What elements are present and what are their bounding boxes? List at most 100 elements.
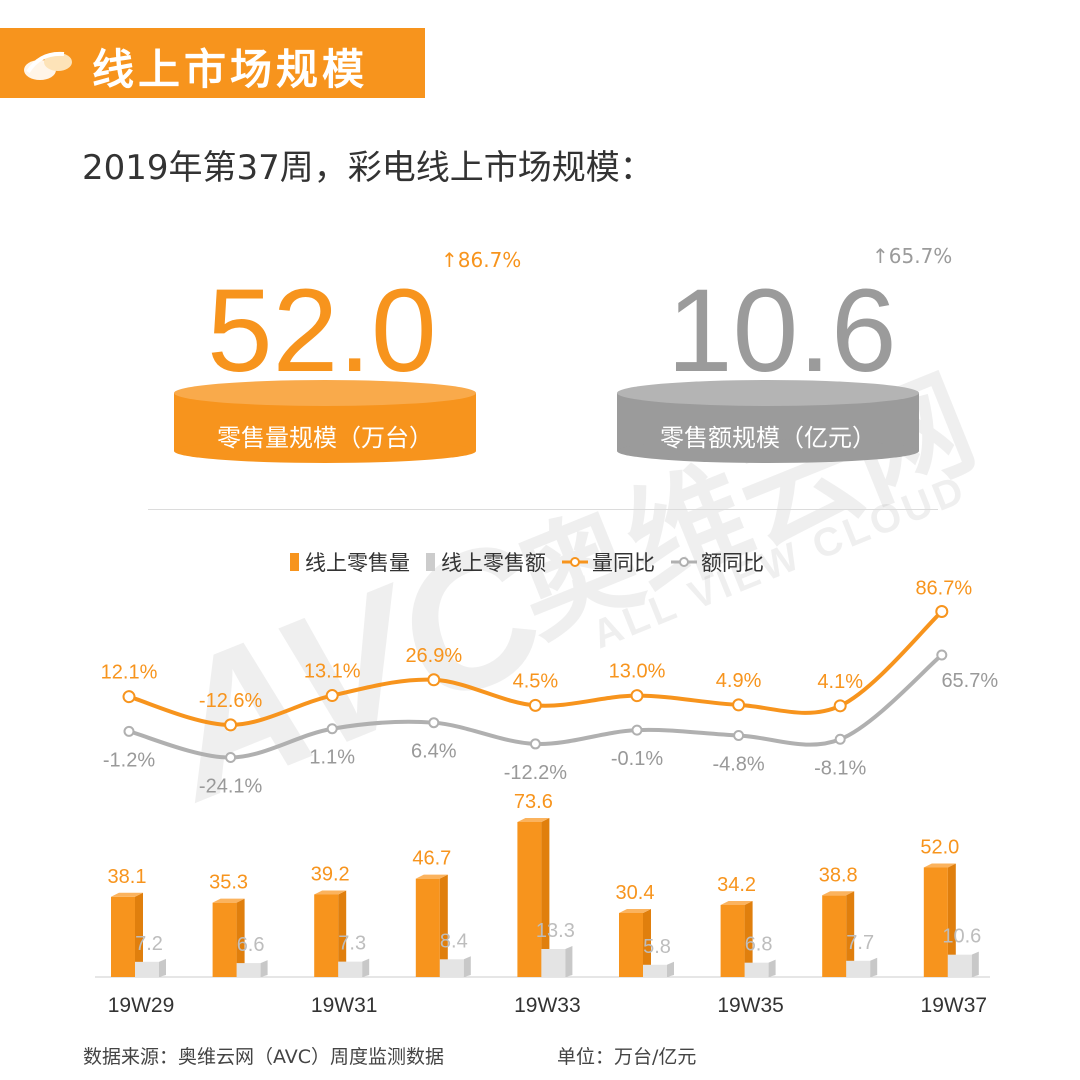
kpi-amount-cylinder bbox=[617, 380, 919, 463]
bar-volume-top bbox=[720, 900, 753, 905]
kpi-volume-label: 零售量规模（万台） bbox=[217, 424, 433, 452]
bar-amount bbox=[439, 959, 464, 977]
label-volume-yoy: 13.0% bbox=[609, 661, 666, 683]
bar-volume bbox=[212, 902, 237, 977]
bar-volume-label: 38.1 bbox=[108, 866, 147, 888]
point-volume-yoy bbox=[935, 604, 949, 618]
point-amount-yoy bbox=[631, 724, 643, 736]
bar-amount-label: 10.6 bbox=[942, 926, 981, 948]
bar-volume bbox=[822, 895, 847, 977]
label-volume-yoy: 86.7% bbox=[915, 577, 972, 599]
label-amount-yoy: -4.8% bbox=[712, 753, 764, 775]
bar-volume-top bbox=[212, 898, 245, 903]
page-title: 线上市场规模 bbox=[92, 45, 369, 94]
bar-volume-label: 46.7 bbox=[412, 848, 451, 870]
data-source-note: 数据来源：奥维云网（AVC）周度监测数据 bbox=[83, 1046, 445, 1068]
bar-amount-side bbox=[565, 945, 573, 977]
bar-volume-side bbox=[643, 908, 651, 977]
bar-volume-top bbox=[517, 818, 550, 822]
legend-label: 线上零售量 bbox=[305, 551, 410, 575]
kpi-amount-change: ↑65.7% bbox=[872, 244, 953, 268]
label-amount-yoy: 65.7% bbox=[941, 670, 998, 692]
x-tick-label: 19W29 bbox=[108, 994, 175, 1017]
bar-amount-label: 6.8 bbox=[745, 934, 773, 956]
bar-amount bbox=[947, 954, 972, 977]
bar-amount bbox=[541, 948, 566, 977]
bar-amount-label: 7.2 bbox=[135, 933, 163, 955]
legend-bar-swatch bbox=[290, 553, 299, 571]
bar-volume-top bbox=[923, 863, 956, 868]
label-amount-yoy: -1.2% bbox=[103, 749, 155, 771]
bar-amount-label: 5.8 bbox=[643, 936, 671, 958]
bar-volume-side bbox=[541, 818, 550, 977]
point-volume-yoy bbox=[630, 689, 644, 703]
point-amount-yoy bbox=[733, 729, 745, 741]
section-divider bbox=[148, 509, 938, 510]
bar-amount-label: 6.6 bbox=[237, 934, 265, 956]
legend-label: 量同比 bbox=[592, 551, 655, 575]
bar-amount-side bbox=[463, 956, 471, 977]
bar-amount-label: 13.3 bbox=[536, 920, 575, 942]
legend-label: 线上零售额 bbox=[441, 551, 546, 575]
bar-volume-top bbox=[619, 908, 651, 913]
bar-volume-side bbox=[744, 900, 753, 977]
bar-volume bbox=[111, 896, 135, 977]
point-amount-yoy bbox=[428, 717, 440, 729]
point-volume-yoy bbox=[833, 699, 847, 713]
bar-volume-label: 38.8 bbox=[819, 864, 858, 886]
x-tick-label: 19W33 bbox=[514, 994, 581, 1017]
legend-label: 额同比 bbox=[701, 551, 764, 575]
point-amount-yoy bbox=[529, 738, 541, 750]
kpi-amount-value: 10.6 bbox=[667, 265, 897, 397]
x-tick-label: 19W31 bbox=[311, 994, 378, 1017]
bar-volume-top bbox=[415, 874, 448, 879]
point-amount-yoy bbox=[834, 733, 846, 745]
bar-volume-side bbox=[135, 892, 143, 977]
legend-line-swatch bbox=[671, 557, 697, 567]
bar-volume bbox=[923, 867, 948, 977]
bar-volume bbox=[415, 878, 440, 977]
bar-volume-label: 73.6 bbox=[514, 791, 553, 813]
legend-item-amount-yoy: 额同比 bbox=[671, 547, 764, 577]
label-amount-yoy: -0.1% bbox=[611, 748, 663, 770]
kpi-amount-label: 零售额规模（亿元） bbox=[660, 424, 876, 452]
bar-amount bbox=[135, 961, 159, 977]
x-tick-label: 19W37 bbox=[921, 994, 988, 1017]
point-volume-yoy bbox=[224, 718, 238, 732]
subtitle: 2019年第37周，彩电线上市场规模： bbox=[82, 148, 654, 188]
legend-item-amount: 线上零售额 bbox=[426, 547, 546, 577]
bar-volume bbox=[517, 822, 542, 977]
bar-amount-side bbox=[768, 959, 776, 977]
bar-volume-label: 35.3 bbox=[209, 872, 248, 894]
bar-amount bbox=[744, 962, 769, 977]
point-amount-yoy bbox=[326, 723, 338, 735]
bar-volume-label: 34.2 bbox=[717, 874, 756, 896]
bar-volume-label: 30.4 bbox=[616, 882, 655, 904]
bar-amount-side bbox=[971, 951, 979, 977]
kpi-volume-change: ↑86.7% bbox=[441, 248, 522, 272]
label-volume-yoy: 4.5% bbox=[513, 670, 559, 692]
legend-line-swatch bbox=[562, 557, 588, 567]
point-amount-yoy bbox=[225, 752, 237, 764]
legend-bar-swatch bbox=[426, 553, 435, 571]
bar-amount-label: 8.4 bbox=[440, 930, 468, 952]
header-decoration-icon bbox=[24, 51, 72, 80]
bar-volume bbox=[619, 912, 643, 977]
label-volume-yoy: 13.1% bbox=[304, 661, 361, 683]
bar-amount bbox=[236, 963, 261, 977]
bar-amount-side bbox=[667, 961, 674, 977]
bar-amount-label: 7.7 bbox=[846, 932, 874, 954]
kpi-volume-cylinder bbox=[174, 380, 476, 463]
point-amount-yoy bbox=[936, 649, 948, 661]
bar-amount-side bbox=[159, 958, 166, 977]
point-volume-yoy bbox=[427, 673, 441, 687]
bar-volume-top bbox=[822, 891, 855, 896]
bar-amount-side bbox=[362, 958, 370, 977]
bar-amount bbox=[643, 964, 667, 977]
bar-volume bbox=[720, 904, 745, 977]
bar-amount-label: 7.3 bbox=[338, 933, 366, 955]
label-amount-yoy: -24.1% bbox=[199, 776, 263, 798]
label-amount-yoy: -8.1% bbox=[814, 757, 866, 779]
bar-volume-top bbox=[314, 890, 347, 895]
